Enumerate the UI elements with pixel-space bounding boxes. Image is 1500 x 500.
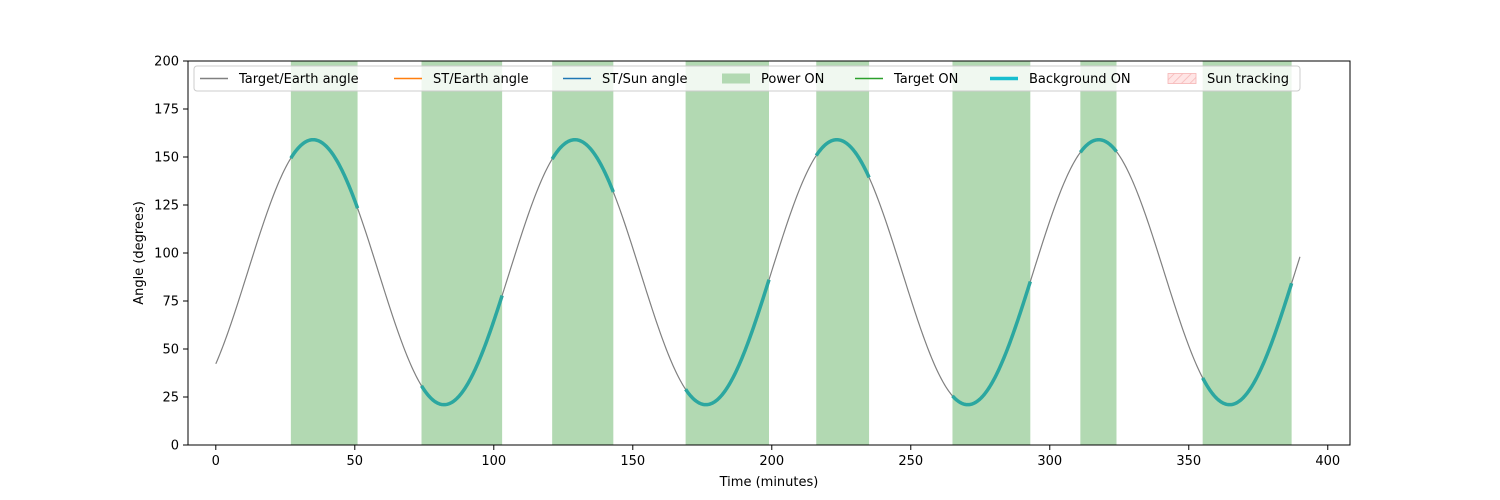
x-tick-label: 250 bbox=[898, 454, 923, 469]
x-tick-label: 100 bbox=[481, 454, 506, 469]
y-tick-label: 50 bbox=[162, 343, 179, 358]
legend-label: ST/Earth angle bbox=[433, 72, 529, 87]
x-tick-label: 200 bbox=[759, 454, 784, 469]
background-on-segment-1 bbox=[420, 294, 504, 407]
power-on-band-2 bbox=[552, 61, 614, 445]
legend-swatch-power-on bbox=[722, 73, 750, 84]
background-on-segment-6 bbox=[1078, 137, 1118, 154]
power-on-band-3 bbox=[685, 61, 769, 445]
background-on-segment-0 bbox=[289, 137, 360, 209]
legend-label: Target ON bbox=[893, 72, 958, 87]
background-on-segment-5 bbox=[951, 280, 1032, 407]
y-tick-label: 150 bbox=[154, 151, 179, 166]
x-axis-label: Time (minutes) bbox=[719, 475, 819, 490]
background-on-segment-2 bbox=[550, 137, 615, 193]
y-tick-label: 25 bbox=[162, 391, 179, 406]
background-on-segment-7 bbox=[1201, 282, 1294, 407]
power-on-band-4 bbox=[816, 61, 870, 445]
power-on-band-7 bbox=[1202, 61, 1292, 445]
legend-label: Target/Earth angle bbox=[238, 72, 359, 87]
background-on-segment-3 bbox=[684, 279, 771, 407]
legend-label: Power ON bbox=[761, 72, 824, 87]
power-on-band-5 bbox=[952, 61, 1031, 445]
y-tick-label: 200 bbox=[154, 55, 179, 70]
y-tick-label: 125 bbox=[154, 199, 179, 214]
legend-label: Sun tracking bbox=[1207, 72, 1289, 87]
y-axis-label: Angle (degrees) bbox=[132, 201, 147, 305]
power-on-bands bbox=[290, 61, 1292, 445]
y-tick-label: 175 bbox=[154, 103, 179, 118]
legend-label: ST/Sun angle bbox=[602, 72, 688, 87]
legend-label: Background ON bbox=[1029, 72, 1131, 87]
y-axis: 0 25 50 75 100 125 150 175 200 bbox=[154, 55, 188, 454]
x-axis: 0 50 100 150 200 250 300 350 400 bbox=[212, 445, 1340, 469]
angle-traces bbox=[215, 137, 1301, 407]
legend-swatch-sun-tracking bbox=[1167, 73, 1197, 84]
power-on-band-6 bbox=[1080, 61, 1117, 445]
y-tick-label: 0 bbox=[171, 439, 179, 454]
y-tick-label: 100 bbox=[154, 247, 179, 262]
x-tick-label: 350 bbox=[1176, 454, 1201, 469]
x-tick-label: 400 bbox=[1315, 454, 1340, 469]
x-tick-label: 0 bbox=[212, 454, 220, 469]
x-tick-label: 150 bbox=[620, 454, 645, 469]
background-on-segment-4 bbox=[814, 137, 871, 179]
legend: Target/Earth angle ST/Earth angle ST/Sun a… bbox=[193, 65, 1301, 92]
x-tick-label: 300 bbox=[1037, 454, 1062, 469]
power-on-band-1 bbox=[421, 61, 503, 445]
y-tick-label: 75 bbox=[162, 295, 179, 310]
x-tick-label: 50 bbox=[347, 454, 364, 469]
power-on-band-0 bbox=[290, 61, 358, 445]
